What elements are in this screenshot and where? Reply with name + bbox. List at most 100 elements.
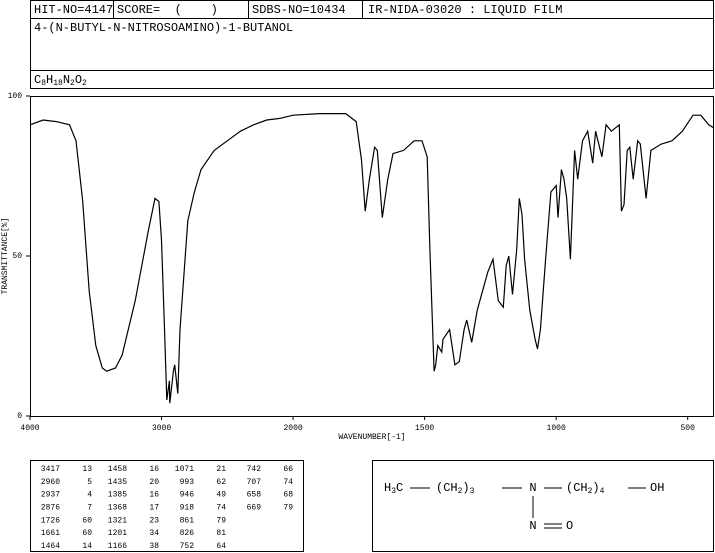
- method: IR-NIDA-03020 : LIQUID FILM: [368, 3, 562, 17]
- peak-wavenumber: 2876: [41, 504, 60, 513]
- peak-transmittance: 38: [149, 542, 159, 551]
- peak-table: [30, 460, 304, 552]
- peak-wavenumber: 2937: [41, 491, 60, 500]
- peak-wavenumber: 1726: [41, 516, 60, 525]
- peak-transmittance: 17: [149, 504, 159, 513]
- peak-transmittance: 16: [149, 465, 159, 474]
- peak-transmittance: 79: [283, 504, 293, 513]
- peak-transmittance: 13: [82, 465, 92, 474]
- peak-wavenumber: 1071: [175, 465, 194, 474]
- compound-name: 4-(N-BUTYL-N-NITROSOAMINO)-1-BUTANOL: [34, 21, 293, 35]
- text-part: O: [75, 73, 82, 87]
- y-tick-label: 100: [8, 92, 23, 101]
- text-part: H: [384, 481, 391, 495]
- x-tick-label: 2000: [283, 424, 302, 433]
- peak-wavenumber: 993: [180, 478, 195, 487]
- peak-transmittance: 66: [283, 465, 293, 474]
- atom: N: [529, 481, 536, 495]
- subscript: 3: [470, 487, 475, 496]
- peak-wavenumber: 1661: [41, 529, 60, 538]
- chain: (CH2)4: [566, 481, 605, 496]
- peak-wavenumber: 752: [180, 542, 195, 551]
- subscript: 18: [53, 79, 63, 88]
- text-part: (CH: [436, 481, 458, 495]
- peak-wavenumber: 1321: [108, 516, 127, 525]
- peak-transmittance: 68: [283, 491, 293, 500]
- peak-wavenumber: 669: [247, 504, 262, 513]
- peak-wavenumber: 707: [247, 478, 262, 487]
- formula: C8H18N2O2: [34, 73, 87, 88]
- x-tick-label: 3000: [152, 424, 171, 433]
- peak-wavenumber: 1458: [108, 465, 127, 474]
- peak-transmittance: 5: [87, 478, 92, 487]
- text-part: C: [34, 73, 41, 87]
- text-part: H: [46, 73, 53, 87]
- subscript: 2: [70, 79, 75, 88]
- peak-transmittance: 20: [149, 478, 159, 487]
- atom: O: [566, 519, 573, 533]
- peak-transmittance: 60: [82, 516, 92, 525]
- peak-transmittance: 74: [283, 478, 293, 487]
- peak-wavenumber: 826: [180, 529, 195, 538]
- peak-wavenumber: 946: [180, 491, 195, 500]
- subscript: 2: [82, 79, 87, 88]
- x-tick-label: 1500: [415, 424, 434, 433]
- text-part: ): [462, 481, 469, 495]
- peak-transmittance: 34: [149, 529, 159, 538]
- subscript: 3: [391, 487, 396, 496]
- y-tick-label: 0: [17, 412, 22, 421]
- peak-transmittance: 60: [82, 529, 92, 538]
- peak-transmittance: 79: [216, 516, 226, 525]
- subscript: 4: [600, 487, 605, 496]
- peak-transmittance: 7: [87, 504, 92, 513]
- text-part: ): [592, 481, 599, 495]
- atom: N: [529, 519, 536, 533]
- sdbs-no: SDBS-NO=10434: [252, 3, 346, 17]
- peak-wavenumber: 1464: [41, 542, 60, 551]
- peak-wavenumber: 742: [247, 465, 262, 474]
- peak-transmittance: 14: [82, 542, 92, 551]
- peak-wavenumber: 3417: [41, 465, 60, 474]
- peak-wavenumber: 1166: [108, 542, 127, 551]
- peak-transmittance: 49: [216, 491, 226, 500]
- plot-frame: [30, 96, 714, 417]
- peak-wavenumber: 861: [180, 516, 195, 525]
- peak-wavenumber: 1201: [108, 529, 127, 538]
- text-part: N: [63, 73, 70, 87]
- peak-transmittance: 23: [149, 516, 159, 525]
- formula-box: [30, 70, 714, 89]
- spectrum-line: [29, 113, 715, 404]
- peak-transmittance: 74: [216, 504, 226, 513]
- peak-wavenumber: 1368: [108, 504, 127, 513]
- peak-transmittance: 4: [87, 491, 92, 500]
- y-axis-label: TRANSMITTANCE[%]: [1, 218, 10, 295]
- score: SCORE= ( ): [117, 3, 218, 17]
- subscript: 2: [588, 487, 593, 496]
- y-tick-label: 50: [12, 252, 22, 261]
- subscript: 8: [41, 79, 46, 88]
- peak-transmittance: 16: [149, 491, 159, 500]
- peak-transmittance: 21: [216, 465, 226, 474]
- peak-wavenumber: 1385: [108, 491, 127, 500]
- atom: OH: [650, 481, 664, 495]
- peak-transmittance: 62: [216, 478, 226, 487]
- subscript: 2: [458, 487, 463, 496]
- text-part: C: [396, 481, 403, 495]
- peak-wavenumber: 918: [180, 504, 195, 513]
- text-part: (CH: [566, 481, 588, 495]
- x-tick-label: 1000: [547, 424, 566, 433]
- hit-no: HIT-NO=4147: [34, 3, 113, 17]
- peak-wavenumber: 658: [247, 491, 262, 500]
- peak-transmittance: 81: [216, 529, 226, 538]
- structure-box: [372, 460, 714, 552]
- peak-wavenumber: 1435: [108, 478, 127, 487]
- peak-transmittance: 64: [216, 542, 226, 551]
- peak-wavenumber: 2960: [41, 478, 60, 487]
- structure: H3C (CH2)3 N (CH2)4 OHN O: [384, 481, 664, 533]
- x-axis-label: WAVENUMBER[-1]: [338, 433, 405, 442]
- x-tick-label: 500: [680, 424, 695, 433]
- atom: H3C: [384, 481, 403, 496]
- x-tick-label: 4000: [20, 424, 39, 433]
- chain: (CH2)3: [436, 481, 475, 496]
